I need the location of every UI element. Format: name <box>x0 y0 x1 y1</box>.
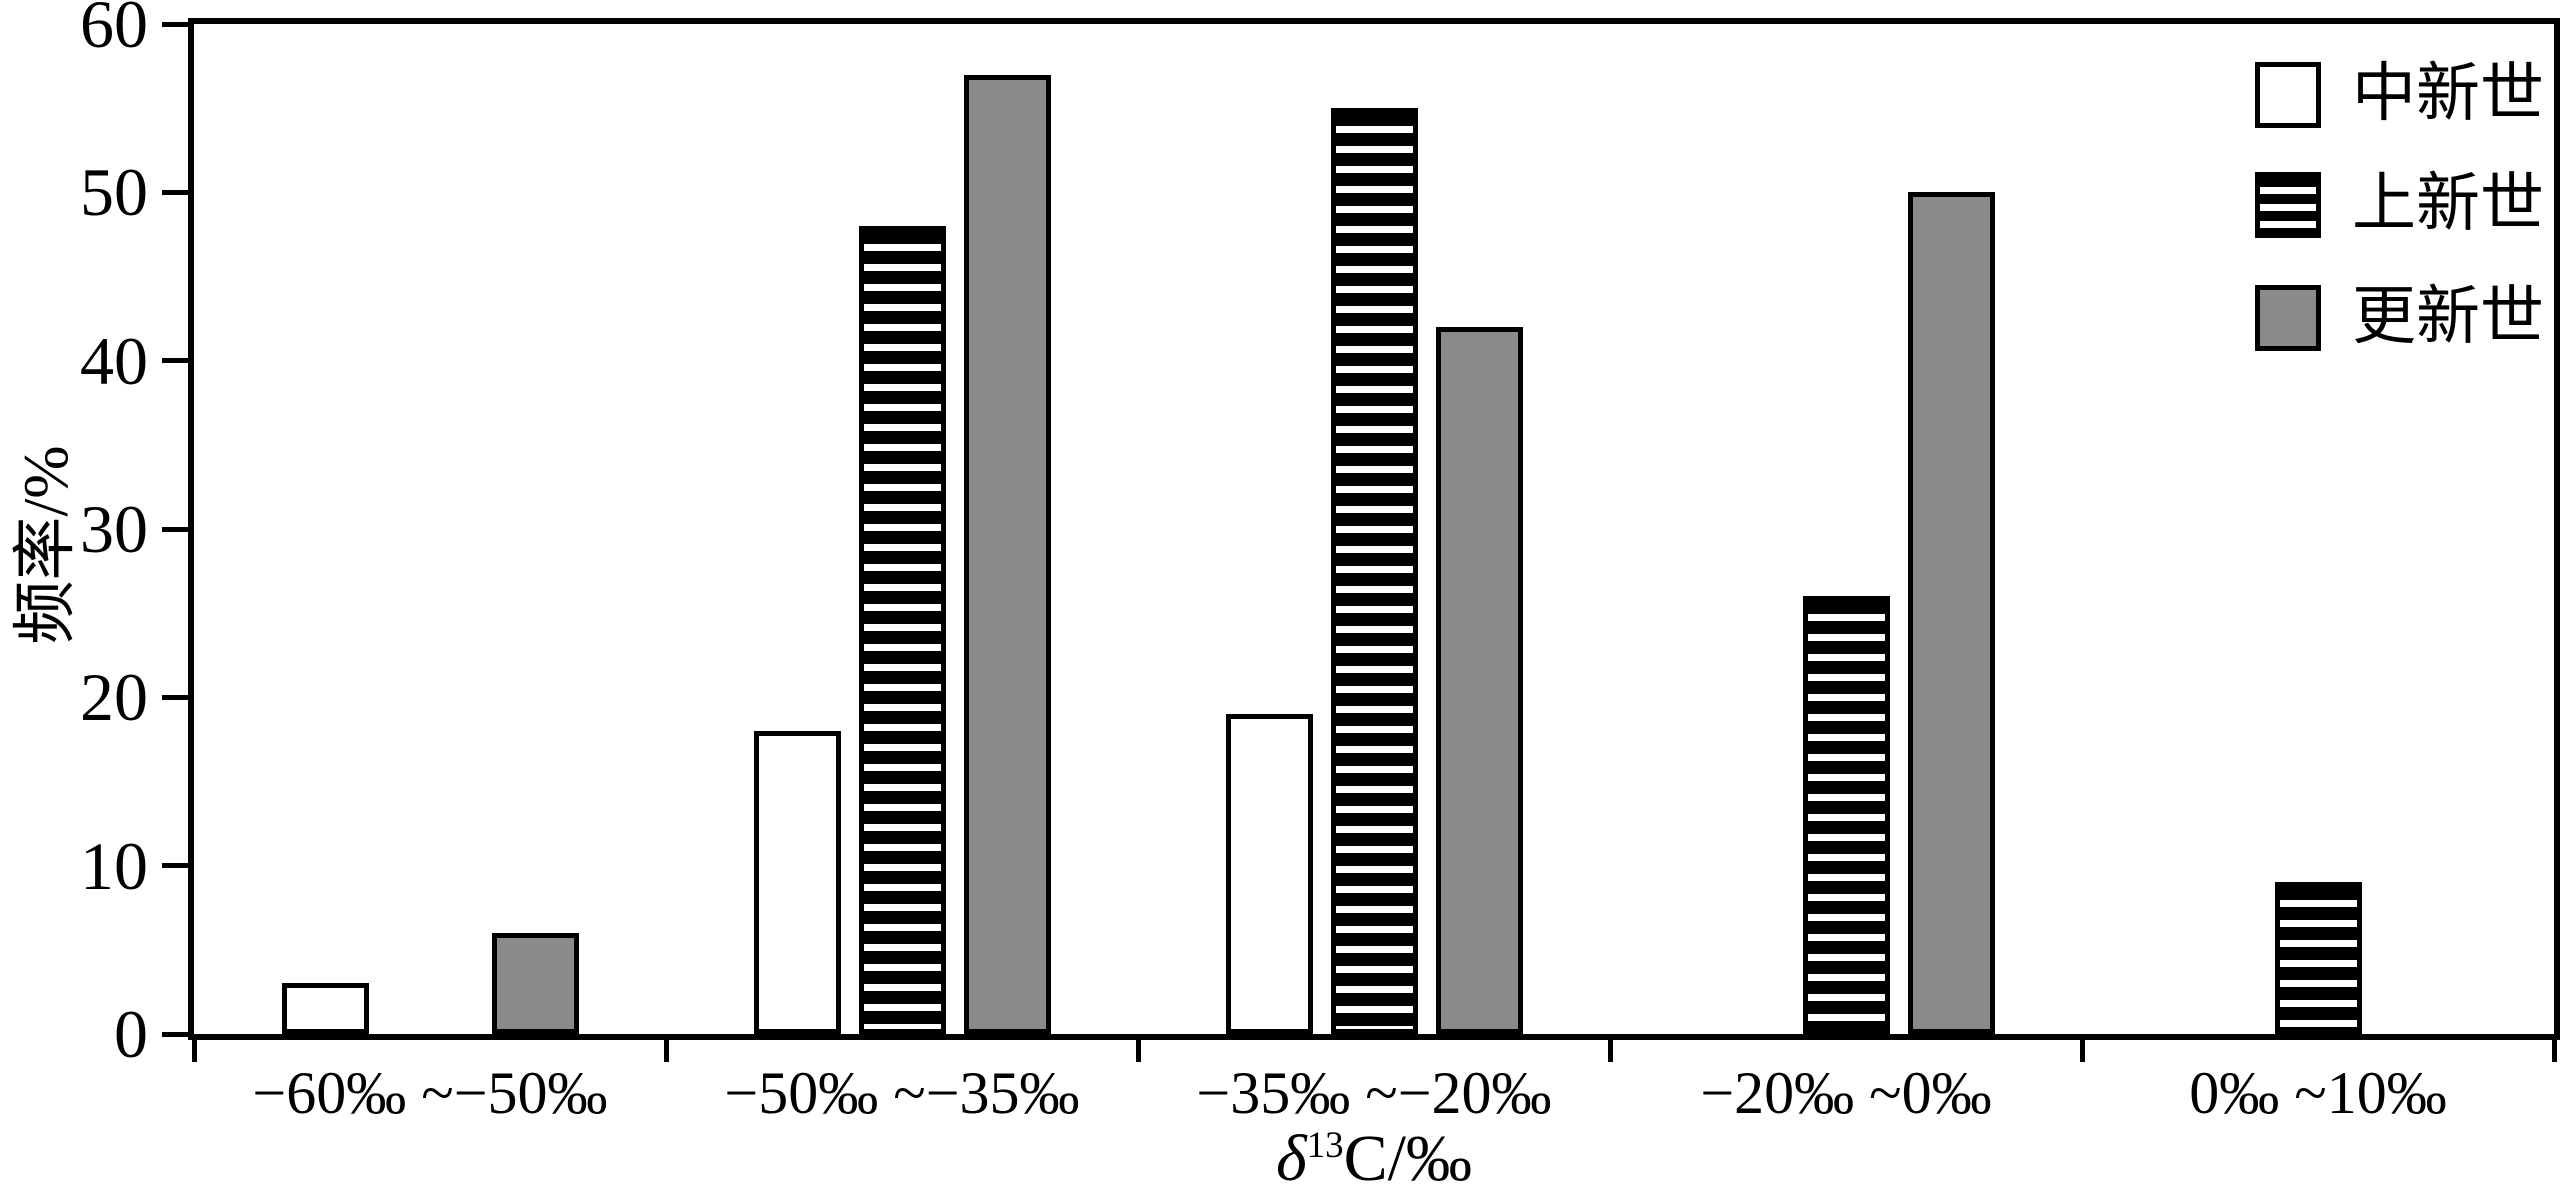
bar-gray-group1 <box>491 933 579 1034</box>
bar-gray-group2 <box>963 75 1051 1034</box>
bar-white-group3 <box>1225 714 1313 1034</box>
bar-white-group1 <box>281 983 369 1034</box>
y-axis-tick <box>162 526 188 532</box>
y-axis-tick <box>162 21 188 27</box>
y-axis-tick <box>162 358 188 364</box>
legend-swatch-gray <box>2255 285 2321 351</box>
bar-striped-group4 <box>1802 596 1890 1034</box>
x-axis-tick <box>2079 1034 2085 1062</box>
legend-swatch-striped <box>2255 172 2321 238</box>
y-axis-tick <box>162 863 188 869</box>
bar-striped-group2 <box>858 226 946 1034</box>
bar-striped-group5 <box>2274 882 2362 1034</box>
x-axis-tick <box>1135 1034 1141 1062</box>
y-axis-tick <box>162 189 188 195</box>
y-tick-label: 40 <box>80 322 148 399</box>
y-tick-label: 30 <box>80 491 148 567</box>
bar-gray-group4 <box>1907 192 1995 1034</box>
y-tick-label: 20 <box>80 659 148 736</box>
y-tick-label: 60 <box>80 0 148 62</box>
x-axis-tick <box>663 1034 669 1062</box>
x-category-label: −60‰ ~−50‰ <box>252 1060 608 1126</box>
x-category-label: −50‰ ~−35‰ <box>724 1060 1080 1126</box>
legend-label: 上新世 <box>2352 168 2544 239</box>
legend-swatch-white <box>2255 62 2321 128</box>
y-tick-label: 0 <box>114 996 148 1072</box>
plot-area: 中新世 上新世 更新世 <box>188 18 2560 1040</box>
x-axis-tick <box>191 1034 197 1062</box>
x-category-label: −20‰ ~0‰ <box>1700 1060 1992 1126</box>
y-tick-label: 10 <box>80 827 148 904</box>
x-axis-title: δ13C/‰ <box>194 1120 2554 1198</box>
x-category-label: 0‰ ~10‰ <box>2189 1060 2447 1126</box>
plot-inner: 中新世 上新世 更新世 <box>194 24 2554 1034</box>
x-axis-title-sup: 13 <box>1306 1124 1344 1165</box>
bar-white-group2 <box>753 731 841 1034</box>
legend-label: 中新世 <box>2352 58 2544 129</box>
bar-striped-group3 <box>1330 108 1418 1034</box>
y-axis-tick <box>162 1031 188 1037</box>
x-axis-title-rest: C/‰ <box>1343 1122 1472 1195</box>
x-axis-tick <box>2551 1034 2557 1062</box>
y-tick-label: 50 <box>80 154 148 231</box>
legend-label: 更新世 <box>2352 281 2544 352</box>
x-axis-title-delta: δ <box>1276 1122 1307 1195</box>
x-category-label: −35‰ ~−20‰ <box>1196 1060 1552 1126</box>
y-axis-tick <box>162 694 188 700</box>
bar-gray-group3 <box>1435 327 1523 1034</box>
x-axis-tick <box>1607 1034 1613 1062</box>
